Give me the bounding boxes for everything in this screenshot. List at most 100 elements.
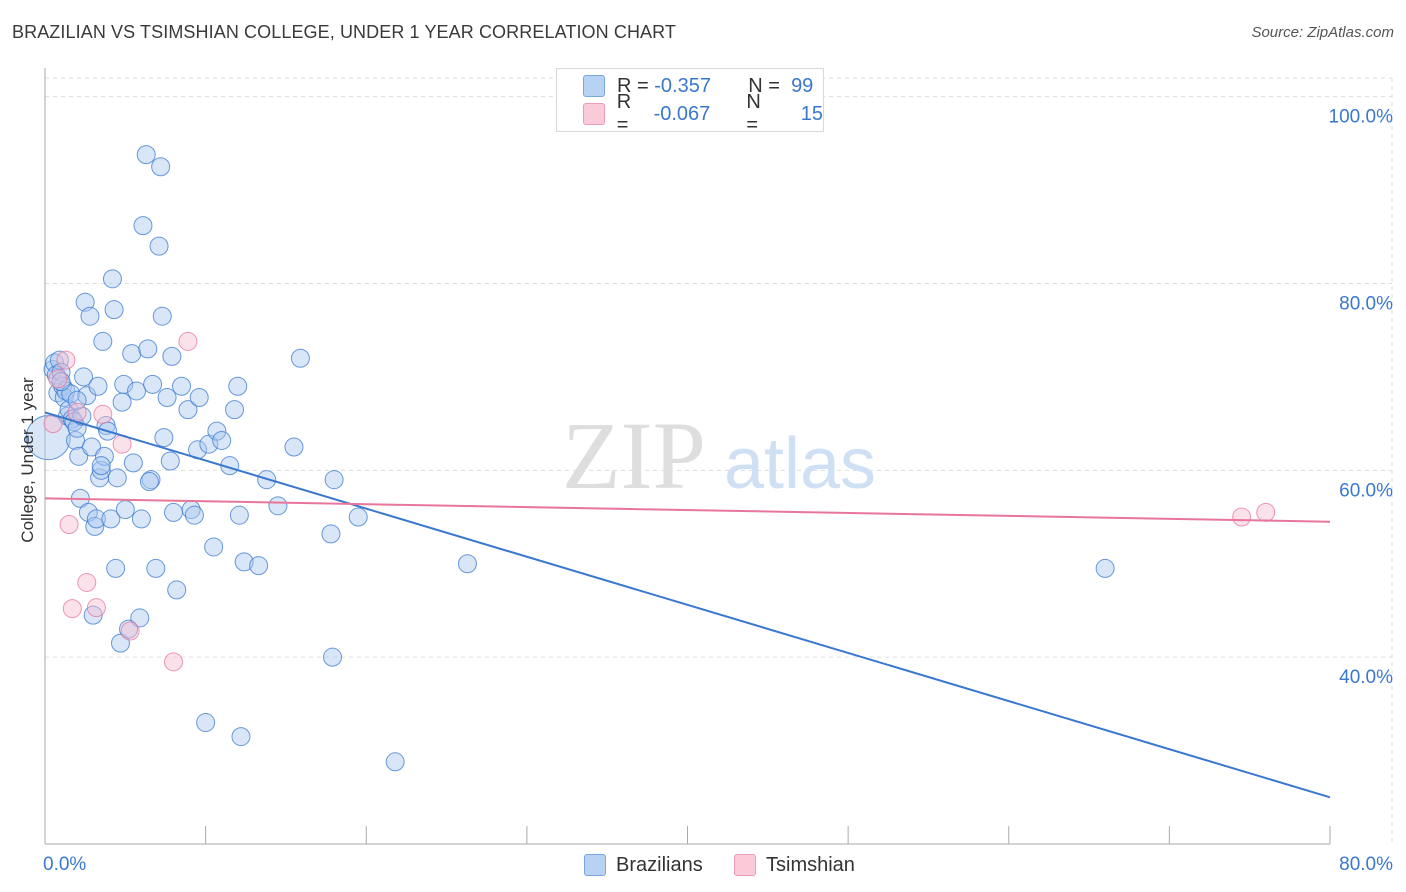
- brazilians-point: [290, 348, 310, 368]
- tsimshian-point: [93, 404, 113, 424]
- tsimshian-point: [86, 598, 106, 618]
- brazilians-point: [102, 269, 122, 289]
- tsimshian-point: [56, 350, 76, 370]
- brazilians-point: [204, 537, 224, 557]
- chart-title: BRAZILIAN VS TSIMSHIAN COLLEGE, UNDER 1 …: [12, 22, 677, 42]
- brazilians-point: [212, 430, 232, 450]
- brazilians-point: [151, 157, 171, 177]
- brazilians-point: [107, 468, 127, 488]
- bottom-legend-brazilians: Brazilians: [584, 852, 703, 878]
- brazilians-point: [93, 331, 113, 351]
- bottom-legend-tsimshian: Tsimshian: [734, 852, 855, 878]
- brazilians-point: [91, 456, 111, 476]
- brazilians-point: [152, 306, 172, 326]
- y-tick-label: 60.0%: [1339, 480, 1393, 501]
- brazilians-point: [133, 216, 153, 236]
- tsimshian-point: [120, 621, 140, 641]
- brazilians-point: [385, 752, 405, 772]
- brazilians-point: [321, 524, 341, 544]
- tsimshian-point: [164, 652, 183, 672]
- brazilians-point: [123, 453, 143, 473]
- legend-swatch-blue: [583, 75, 605, 97]
- brazilians-point: [69, 446, 89, 466]
- legend-r-label: R =: [617, 74, 649, 97]
- bottom-legend-label: Tsimshian: [766, 853, 855, 876]
- brazilians-point: [115, 500, 135, 520]
- brazilians-point: [228, 376, 248, 396]
- brazilians-point: [106, 558, 126, 578]
- brazilians-point: [184, 505, 204, 525]
- brazilians-point: [75, 292, 95, 312]
- brazilians-point: [85, 516, 105, 536]
- brazilians-point: [78, 502, 98, 522]
- brazilians-point: [149, 236, 169, 256]
- grid-layer: [45, 77, 1393, 844]
- brazilians-point: [323, 647, 343, 667]
- y-axis-label: College, Under 1 year: [18, 377, 37, 543]
- brazilians-point: [231, 727, 251, 747]
- brazilians-point: [88, 376, 108, 396]
- brazilians-point: [80, 306, 100, 326]
- brazilians-point: [74, 367, 94, 387]
- correlation-legend: R = -0.357 N = 99 R = -0.067 N = 15: [556, 68, 824, 136]
- y-tick-label: 40.0%: [1339, 667, 1393, 688]
- brazilians-point: [138, 339, 158, 359]
- brazilians-point: [131, 509, 151, 529]
- tsimshian-point: [48, 369, 68, 389]
- brazilians-point: [162, 346, 182, 366]
- brazilians-point: [324, 470, 344, 490]
- brazilians-point: [112, 392, 132, 412]
- legend-n-value: 15: [800, 102, 824, 125]
- brazilians-point: [136, 145, 156, 165]
- chart-source: Source: ZipAtlas.com: [1251, 24, 1394, 41]
- brazilians-point: [51, 372, 71, 392]
- brazilians-point: [189, 387, 209, 407]
- y-tick-label: 100.0%: [1329, 107, 1394, 128]
- brazilians-point: [146, 558, 166, 578]
- trend-layer: [44, 411, 1331, 799]
- tsimshian-trend-line: [44, 497, 1331, 523]
- brazilians-point: [160, 451, 180, 471]
- brazilians-point: [172, 376, 192, 396]
- watermark-zip: ZIP: [562, 402, 706, 509]
- brazilians-point: [178, 400, 198, 420]
- legend-r-value: -0.067: [653, 102, 711, 125]
- legend-n-value: 99: [791, 74, 814, 97]
- brazilians-point: [122, 344, 142, 364]
- brazilians-point: [1095, 558, 1115, 578]
- brazilians-point: [348, 507, 368, 527]
- points-layer: [25, 145, 1276, 772]
- brazilians-point: [77, 386, 97, 406]
- brazilians-point: [127, 381, 147, 401]
- legend-swatch-pink: [583, 103, 605, 125]
- legend-r-value: -0.357: [654, 74, 711, 97]
- brazilians-point: [101, 509, 121, 529]
- legend-n-label: N =: [746, 91, 761, 136]
- brazilians-point: [249, 556, 269, 576]
- legend-row-tsimshian: R = -0.067 N = 15: [583, 91, 824, 136]
- brazilians-point: [130, 608, 150, 628]
- brazilians-point: [268, 496, 288, 516]
- brazilians-point: [457, 554, 477, 574]
- x-tick-label: 80.0%: [1339, 854, 1393, 875]
- brazilians-point: [139, 472, 159, 492]
- tsimshian-point: [1232, 507, 1252, 527]
- tick-label-layer: 40.0% 60.0% 80.0% 100.0% 0.0% 80.0%: [43, 107, 1393, 875]
- x-tick-label: 0.0%: [43, 854, 86, 875]
- y-tick-label: 80.0%: [1339, 294, 1393, 315]
- brazilians-point: [284, 437, 304, 457]
- brazilians-point: [49, 350, 69, 370]
- tsimshian-point: [1256, 502, 1276, 522]
- brazilians-point: [225, 400, 245, 420]
- brazilians-point: [104, 300, 124, 320]
- bottom-swatch-pink: [734, 854, 756, 876]
- legend-n-label: N =: [748, 74, 780, 97]
- brazilians-trend-line: [44, 411, 1331, 799]
- watermark-atlas: atlas: [724, 424, 876, 504]
- brazilians-point: [157, 387, 177, 407]
- brazilians-point: [154, 428, 174, 448]
- legend-row-brazilians: R = -0.357 N = 99: [583, 73, 813, 99]
- tsimshian-point: [178, 331, 198, 351]
- tsimshian-point: [77, 572, 97, 592]
